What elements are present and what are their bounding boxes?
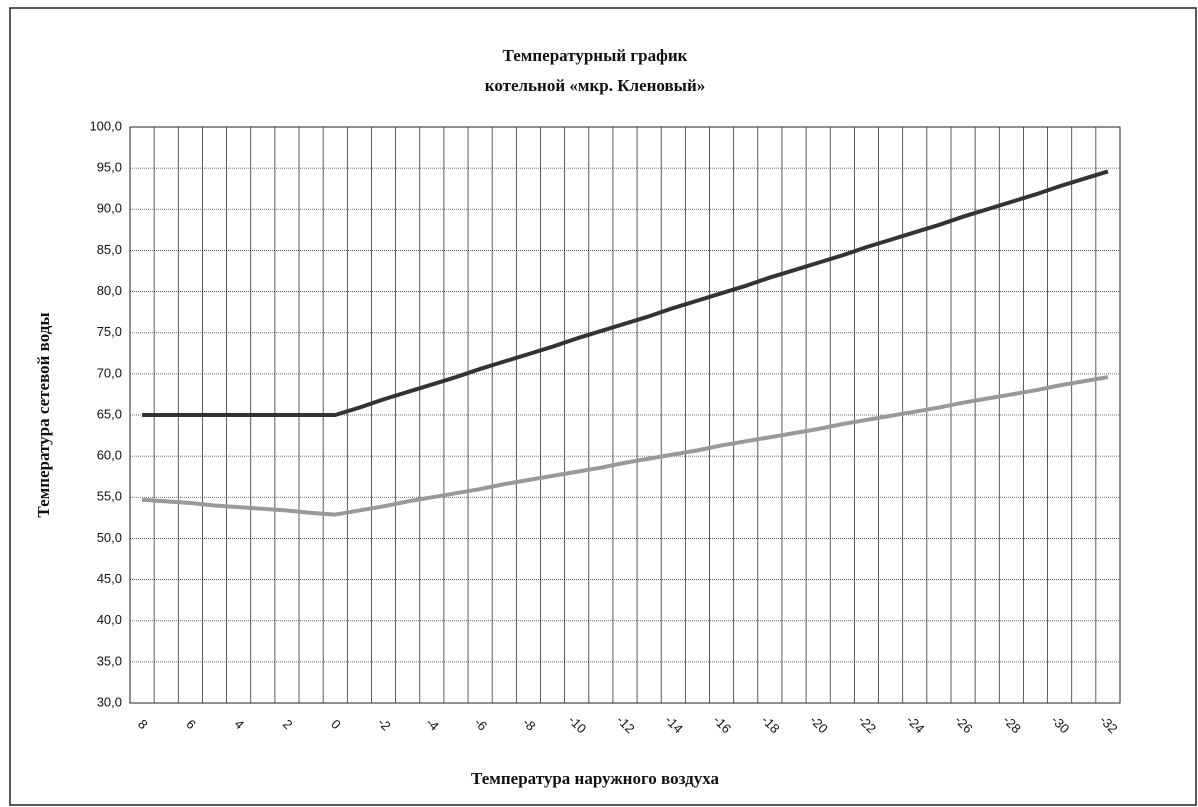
y-tick-label: 30,0 <box>97 694 122 709</box>
x-tick-label: -14 <box>662 712 686 736</box>
x-tick-label: -30 <box>1048 712 1072 736</box>
x-tick-label: 0 <box>328 716 344 732</box>
chart-title: котельной «мкр. Кленовый» <box>485 76 705 95</box>
x-tick-label: -24 <box>904 712 928 736</box>
x-tick-label: 4 <box>232 716 248 732</box>
x-tick-label: -12 <box>614 712 638 736</box>
x-tick-label: -28 <box>1000 712 1024 736</box>
y-tick-label: 55,0 <box>97 489 122 504</box>
x-tick-label: -4 <box>423 715 442 734</box>
x-tick-label: 6 <box>183 716 199 732</box>
series-line <box>142 169 1109 417</box>
chart-title: Температурный график <box>503 46 688 65</box>
y-tick-label: 85,0 <box>97 242 122 257</box>
y-axis-title: Температура сетевой воды <box>34 312 53 517</box>
y-tick-label: 35,0 <box>97 653 122 668</box>
y-tick-label: 70,0 <box>97 365 122 380</box>
x-tick-label: -32 <box>1097 712 1121 736</box>
y-tick-label: 80,0 <box>97 283 122 298</box>
x-tick-label: -6 <box>471 715 490 734</box>
series-line <box>141 375 1109 517</box>
x-tick-label: -10 <box>566 712 590 736</box>
y-tick-label: 45,0 <box>97 571 122 586</box>
x-tick-label: -20 <box>807 712 831 736</box>
y-tick-label: 75,0 <box>97 324 122 339</box>
plot-border <box>129 126 1121 704</box>
x-tick-label: -26 <box>952 712 976 736</box>
x-axis-title: Температура наружного воздуха <box>471 769 719 788</box>
y-tick-label: 65,0 <box>97 406 122 421</box>
y-tick-label: 100,0 <box>89 118 122 133</box>
y-tick-label: 50,0 <box>97 530 122 545</box>
x-tick-label: -2 <box>375 715 394 734</box>
y-tick-label: 95,0 <box>97 160 122 175</box>
y-tick-label: 40,0 <box>97 612 122 627</box>
x-tick-label: -16 <box>710 712 734 736</box>
y-tick-label: 60,0 <box>97 448 122 463</box>
x-tick-label: -8 <box>520 715 539 734</box>
y-tick-label: 90,0 <box>97 201 122 216</box>
x-tick-label: 8 <box>135 716 151 732</box>
frame <box>9 7 1197 806</box>
x-tick-label: 2 <box>280 716 296 732</box>
x-tick-label: -18 <box>759 712 783 736</box>
x-tick-label: -22 <box>855 712 879 736</box>
